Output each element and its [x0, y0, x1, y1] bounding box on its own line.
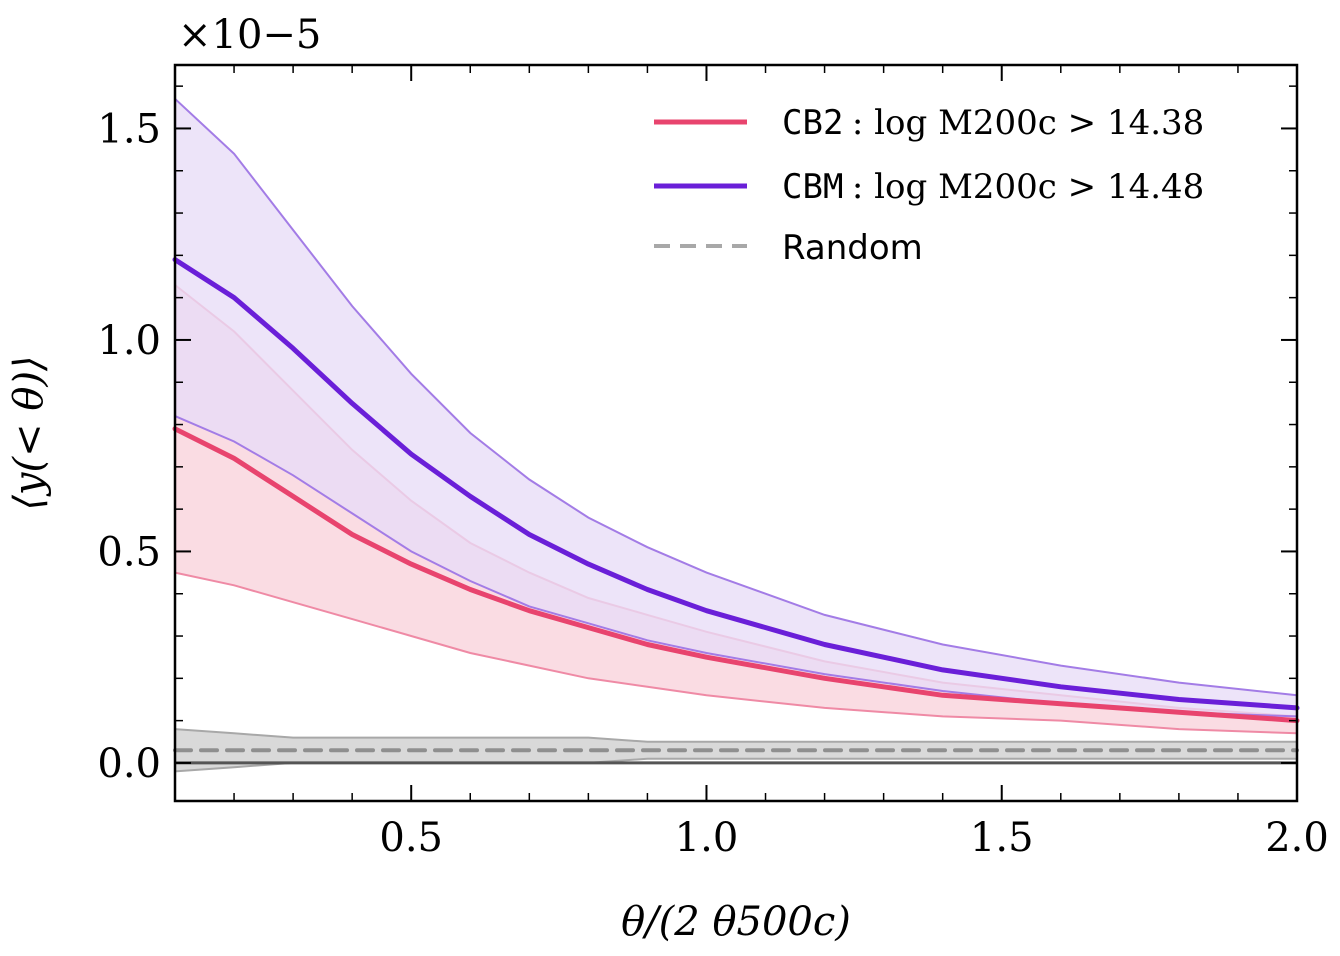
legend-entry-cb2: CB2 : log M200c > 14.38: [654, 103, 1204, 143]
band-fill-1: [175, 98, 1297, 717]
legend-text-random: Random: [782, 228, 923, 268]
x-tick-label: 1.5: [970, 815, 1034, 861]
legend-text-cbm: CBM : log M200c > 14.48: [782, 167, 1204, 207]
band-lower-0: [174, 571, 1298, 735]
legend-prefix-cbm: CBM: [782, 167, 843, 207]
legend-entry-cbm: CBM : log M200c > 14.48: [654, 167, 1204, 207]
x-tick-label: 1.0: [675, 815, 739, 861]
band-fill-0: [175, 285, 1297, 734]
x-tick-label: 2.0: [1265, 815, 1329, 861]
legend-prefix-cb2: CB2: [782, 103, 843, 143]
y-axis-label: ⟨y(< θ)⟩: [6, 355, 52, 510]
series-line-0: [172, 426, 1300, 724]
band-upper-2: [174, 728, 1297, 743]
band-upper-1: [174, 98, 1298, 697]
ticks-layer: [174, 65, 1298, 801]
plot-frame: [173, 63, 1299, 803]
x-tick-label: 0.5: [379, 815, 443, 861]
y-tick-label: 0.0: [97, 741, 161, 787]
y-tick-label: 0.5: [97, 529, 161, 575]
y-tick-label: 1.5: [97, 106, 161, 152]
legend-suffix-cbm: : log M200c > 14.48: [852, 167, 1204, 207]
y-tick-label: 1.0: [97, 318, 161, 364]
legend-text-cb2: CB2 : log M200c > 14.38: [782, 103, 1204, 143]
legend-entry-random: Random: [654, 228, 923, 268]
legend-suffix-cb2: : log M200c > 14.38: [852, 103, 1204, 143]
series-line-1: [172, 257, 1300, 711]
y-multiplier: ×10−5: [178, 12, 321, 58]
x-axis-label: θ/(2 θ500c): [621, 899, 851, 945]
tick-labels-layer: 0.5 1.0 1.5 2.0 0.0 0.5 1.0 1.5: [97, 106, 1328, 861]
legend: CB2 : log M200c > 14.38 CBM : log M200c …: [654, 103, 1204, 268]
series-lines-layer: [172, 257, 1300, 753]
